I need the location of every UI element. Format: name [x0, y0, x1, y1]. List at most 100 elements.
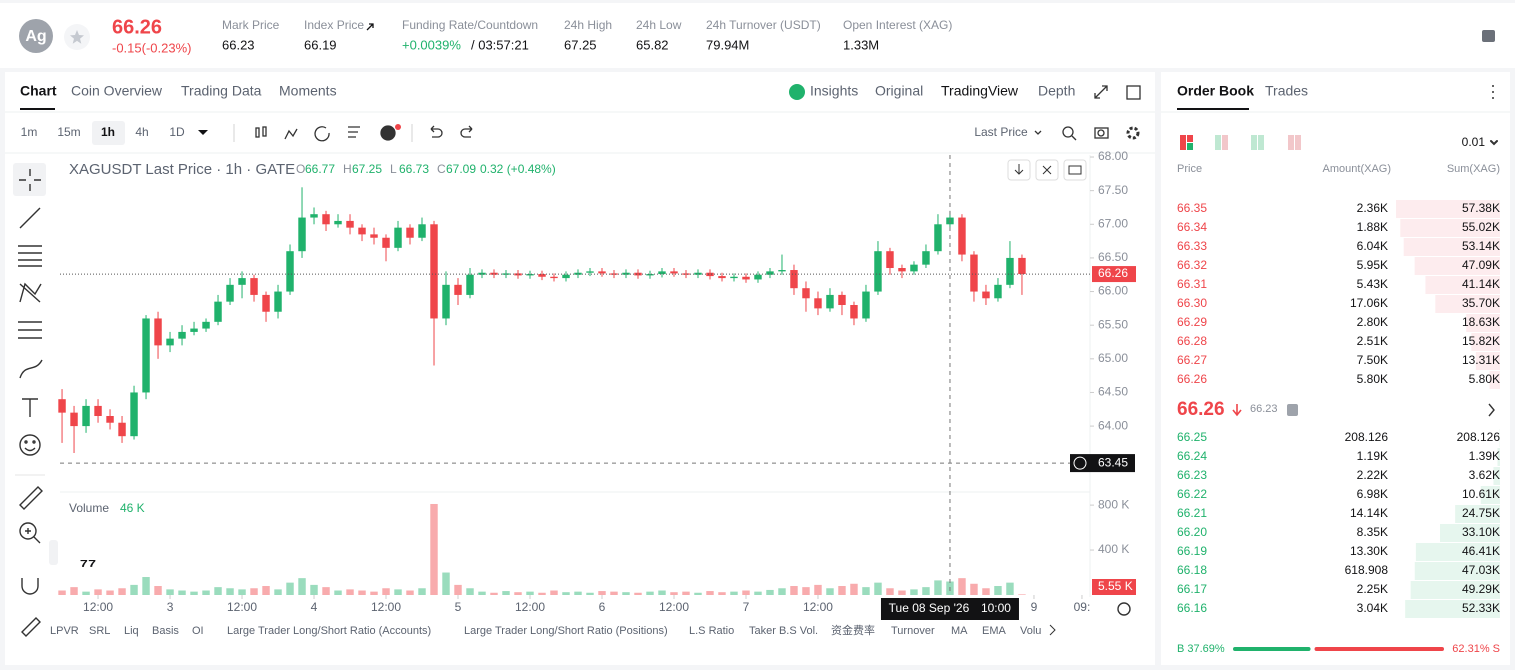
candle-body — [862, 291, 870, 319]
ob-tab[interactable]: Order Book — [1177, 83, 1254, 99]
toolbar-icons[interactable] — [198, 124, 1140, 142]
settings-icon[interactable] — [1117, 602, 1131, 616]
candle-body — [226, 284, 234, 302]
interval[interactable]: 4h — [135, 125, 148, 139]
crosshair-time: 10:00 — [981, 601, 1011, 615]
ob-amount: 7.50K — [1357, 353, 1388, 367]
ob-price: 66.32 — [1177, 258, 1207, 272]
ob-sum: 55.02K — [1462, 220, 1500, 234]
header-icon[interactable] — [1482, 30, 1495, 42]
interval[interactable]: 15m — [57, 125, 80, 139]
indicator[interactable]: 资金费率 — [831, 623, 875, 637]
ob-tab[interactable]: Trades — [1265, 83, 1308, 99]
candle-body — [502, 273, 510, 275]
candle-body — [190, 328, 198, 332]
ob-amount: 5.80K — [1357, 372, 1388, 386]
candle-body — [646, 274, 654, 276]
candle-body — [274, 291, 282, 312]
volume-bar — [130, 584, 138, 595]
depth-bar — [1410, 581, 1500, 599]
collapse-handle[interactable] — [49, 540, 58, 565]
ob-menu-icons[interactable] — [1490, 85, 1498, 146]
volume-bar — [394, 589, 402, 595]
scroll-right[interactable] — [1049, 624, 1056, 636]
tab[interactable]: Trading Data — [181, 83, 262, 99]
indicator[interactable]: Volu — [1020, 625, 1041, 637]
tab[interactable]: Moments — [279, 83, 337, 99]
volume-bar — [994, 586, 1002, 595]
tab[interactable]: Coin Overview — [71, 83, 163, 99]
drawing-tools[interactable] — [13, 163, 46, 637]
candle-body — [766, 271, 774, 275]
candle-body — [142, 318, 150, 393]
ob-price: 66.34 — [1177, 220, 1207, 234]
indicator[interactable]: Liq — [124, 625, 139, 637]
x-tick-label: 09: — [1074, 600, 1091, 614]
candle-body — [118, 422, 126, 437]
ob-sum: 53.14K — [1462, 239, 1500, 253]
price-type[interactable]: Last Price — [974, 125, 1028, 139]
indicator[interactable]: Large Trader Long/Short Ratio (Accounts) — [227, 625, 431, 637]
indicator[interactable]: MA — [951, 625, 968, 637]
chart-title: XAGUSDT Last Price · 1h · GATE — [69, 161, 295, 178]
volume-bar — [274, 589, 282, 595]
ob-price: 66.16 — [1177, 601, 1207, 615]
volume-bar — [646, 591, 654, 595]
view-option[interactable]: TradingView — [941, 83, 1019, 99]
candle-body — [490, 272, 498, 275]
indicator[interactable]: Turnover — [891, 625, 935, 637]
v-tick-label: 800 K — [1098, 497, 1129, 511]
ob-sum: 1.39K — [1469, 449, 1500, 463]
indicator[interactable]: EMA — [982, 625, 1007, 637]
indicator[interactable]: Taker B.S Vol. — [749, 625, 818, 637]
stat-label: 24h High — [564, 18, 612, 32]
y-tick-label: 66.50 — [1098, 250, 1128, 264]
candle-body — [778, 270, 786, 272]
indicator[interactable]: SRL — [89, 625, 110, 637]
ob-amount: 2.80K — [1357, 315, 1388, 329]
tab[interactable]: Chart — [20, 83, 57, 99]
ob-column: Amount(XAG) — [1323, 163, 1391, 175]
ob-step[interactable]: 0.01 — [1462, 135, 1486, 149]
ob-sum: 5.80K — [1469, 372, 1500, 386]
volume-bar — [586, 592, 594, 595]
interval[interactable]: 1m — [21, 125, 38, 139]
ohlc-key: H — [343, 162, 352, 176]
candle-body — [958, 217, 966, 255]
view-option[interactable]: Insights — [810, 83, 858, 99]
indicator[interactable]: L.S Ratio — [689, 625, 734, 637]
shield-icon — [1287, 404, 1298, 416]
interval[interactable]: 1D — [169, 125, 185, 139]
ob-sum: 46.41K — [1462, 544, 1500, 558]
expand-chevron[interactable] — [1488, 403, 1495, 417]
view-option[interactable]: Depth — [1038, 83, 1075, 99]
volume-bar — [718, 592, 726, 595]
last-volume-text: 5.55 K — [1098, 579, 1133, 593]
volume-bar — [490, 592, 498, 595]
volume-bar — [478, 591, 486, 595]
volume-bar — [814, 584, 822, 595]
indicator[interactable]: Large Trader Long/Short Ratio (Positions… — [464, 625, 668, 637]
interval[interactable]: 1h — [101, 125, 115, 139]
ob-mark-price: 66.23 — [1250, 403, 1278, 415]
window-icon[interactable] — [1126, 85, 1141, 100]
indicator[interactable]: LPVR — [50, 625, 79, 637]
volume-bar — [862, 587, 870, 595]
volume-bar — [466, 588, 474, 595]
fullscreen-icon[interactable] — [1094, 85, 1108, 99]
crosshair-date: Tue 08 Sep '26 — [889, 601, 970, 615]
ob-price: 66.27 — [1177, 353, 1207, 367]
indicator[interactable]: OI — [192, 625, 204, 637]
volume-bar — [982, 588, 990, 595]
v-tick-label: 400 K — [1098, 542, 1129, 556]
ob-layout-icons[interactable] — [1180, 135, 1301, 150]
indicator[interactable]: Basis — [152, 625, 179, 637]
candle-body — [202, 321, 210, 329]
ob-sum: 41.14K — [1462, 277, 1500, 291]
view-option[interactable]: Original — [875, 83, 923, 99]
avatar-text: Ag — [25, 28, 46, 45]
candle-body — [730, 276, 738, 279]
stat-value: 65.82 — [636, 37, 669, 52]
candle-body — [430, 224, 438, 319]
